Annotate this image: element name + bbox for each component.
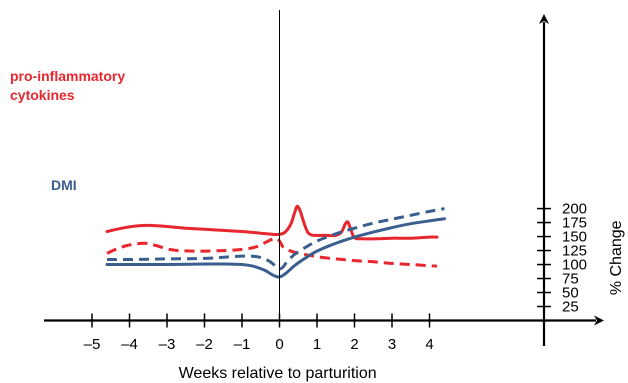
x-tick-label: –1 <box>234 336 251 353</box>
x-tick-label: 1 <box>313 336 321 353</box>
cytokines-label: cytokines <box>10 87 75 103</box>
x-tick-label: –5 <box>84 336 101 353</box>
x-tick-label: 4 <box>425 336 433 353</box>
cytokines-label: pro-inflammatory <box>10 68 125 84</box>
series-layer <box>105 204 446 279</box>
x-tick-label: 2 <box>350 336 358 353</box>
x-axis-title: Weeks relative to parturition <box>179 365 377 382</box>
x-tick-label: 0 <box>275 336 283 353</box>
dmi-label: DMI <box>51 177 77 193</box>
y-tick-label: 175 <box>562 215 587 232</box>
y-tick-label: 50 <box>562 285 579 302</box>
dmi-dashed-line <box>106 207 445 271</box>
y-tick-label: 100 <box>562 257 587 274</box>
y-tick-label: 125 <box>562 243 587 260</box>
y-tick-label: 150 <box>562 229 587 246</box>
y-tick-label: 200 <box>562 201 587 218</box>
x-tick-label: –3 <box>159 336 176 353</box>
cytokines-solid-line <box>105 204 439 241</box>
y-tick-label: 25 <box>562 299 579 316</box>
axis-layer <box>44 10 604 346</box>
series-label-layer: pro-inflammatory cytokines DMI <box>10 68 125 193</box>
y-tick-label: 75 <box>562 271 579 288</box>
x-tick-label: –4 <box>121 336 138 353</box>
x-tick-label: 3 <box>388 336 396 353</box>
dmi-solid-line <box>105 217 446 279</box>
x-tick-label: –2 <box>196 336 213 353</box>
cytokines-dashed-line <box>106 236 438 268</box>
y-axis-title: % Change <box>608 220 625 295</box>
